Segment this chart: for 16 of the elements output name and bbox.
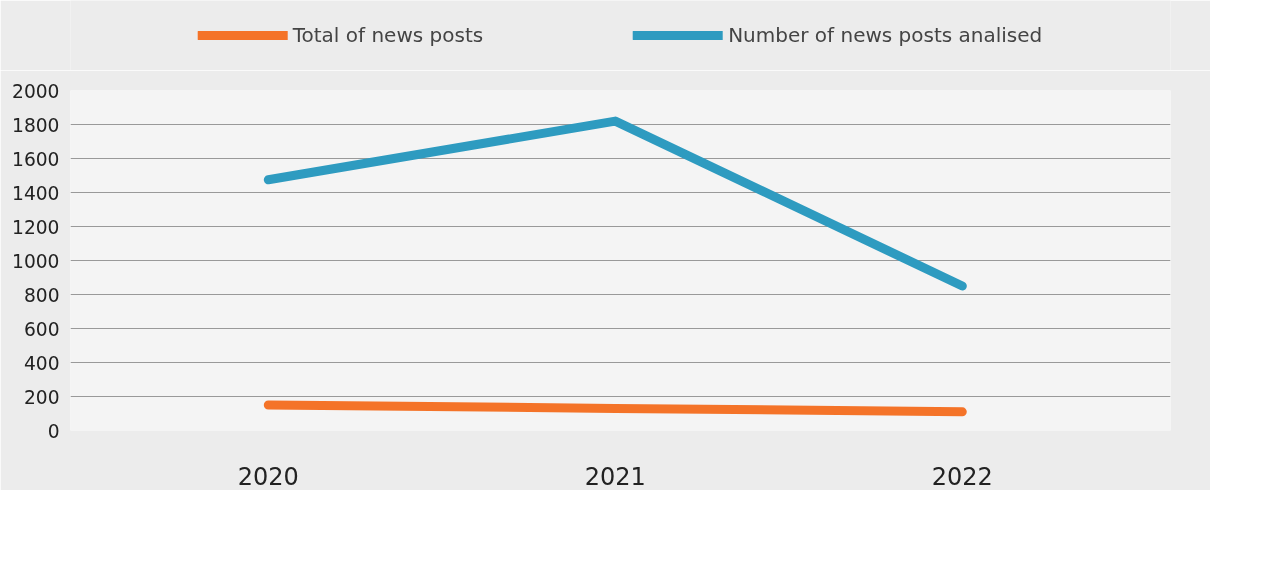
- y-tick-label: 1800: [12, 114, 60, 136]
- y-tick-label: 1600: [12, 148, 60, 170]
- y-tick-label: 200: [23, 386, 60, 408]
- legend-label: Total of news posts: [292, 23, 484, 47]
- y-tick-label: 400: [23, 352, 60, 374]
- x-tick-label: 2021: [584, 462, 646, 491]
- y-tick-label: 800: [23, 284, 60, 306]
- y-tick-label: 0: [47, 420, 60, 442]
- y-tick-label: 1200: [12, 216, 60, 238]
- y-tick-label: 600: [23, 318, 60, 340]
- legend-label: Number of news posts analised: [728, 23, 1043, 47]
- x-tick-label: 2020: [237, 462, 299, 491]
- y-tick-label: 1400: [12, 182, 60, 204]
- y-tick-label: 2000: [12, 80, 60, 102]
- y-tick-label: 1000: [12, 250, 60, 272]
- x-tick-label: 2022: [931, 462, 993, 491]
